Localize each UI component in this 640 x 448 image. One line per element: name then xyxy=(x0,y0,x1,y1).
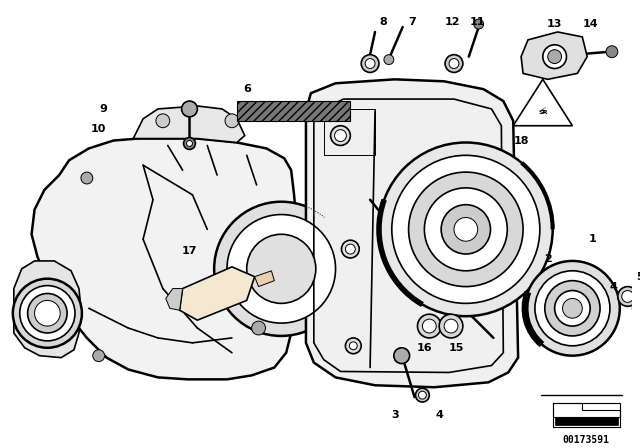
Circle shape xyxy=(252,321,266,335)
Circle shape xyxy=(227,215,335,323)
Text: 4: 4 xyxy=(610,282,618,292)
Text: SR: SR xyxy=(538,110,548,116)
Circle shape xyxy=(474,19,484,29)
Text: 00173591: 00173591 xyxy=(563,435,610,444)
Circle shape xyxy=(247,234,316,303)
Circle shape xyxy=(535,271,610,346)
Text: 14: 14 xyxy=(582,19,598,29)
Circle shape xyxy=(81,172,93,184)
Circle shape xyxy=(563,298,582,318)
Polygon shape xyxy=(521,32,588,79)
Circle shape xyxy=(422,319,436,333)
Circle shape xyxy=(548,50,561,64)
Circle shape xyxy=(444,319,458,333)
Bar xyxy=(237,101,350,121)
Polygon shape xyxy=(553,403,620,427)
Text: 8: 8 xyxy=(379,17,387,27)
Circle shape xyxy=(632,302,640,315)
Circle shape xyxy=(408,172,523,287)
Text: 6: 6 xyxy=(243,84,251,94)
Circle shape xyxy=(346,244,355,254)
Polygon shape xyxy=(31,138,311,379)
Text: 3: 3 xyxy=(391,410,399,420)
Circle shape xyxy=(13,279,82,348)
Circle shape xyxy=(346,338,361,354)
Circle shape xyxy=(186,141,193,146)
Polygon shape xyxy=(14,261,81,358)
Text: 5: 5 xyxy=(636,272,640,282)
Text: 1: 1 xyxy=(588,234,596,244)
Circle shape xyxy=(156,114,170,128)
Circle shape xyxy=(182,101,197,117)
Circle shape xyxy=(555,291,590,326)
Circle shape xyxy=(545,280,600,336)
Circle shape xyxy=(20,286,75,341)
Polygon shape xyxy=(306,79,518,387)
Polygon shape xyxy=(166,289,182,310)
Circle shape xyxy=(439,314,463,338)
Circle shape xyxy=(93,350,104,362)
Polygon shape xyxy=(555,417,618,425)
Text: 12: 12 xyxy=(444,17,460,27)
Text: 4: 4 xyxy=(435,410,443,420)
Text: 13: 13 xyxy=(547,19,563,29)
Circle shape xyxy=(361,55,379,73)
Circle shape xyxy=(214,202,348,336)
Text: 7: 7 xyxy=(409,17,417,27)
Polygon shape xyxy=(513,79,572,126)
Circle shape xyxy=(621,291,634,302)
Circle shape xyxy=(445,55,463,73)
Circle shape xyxy=(606,46,618,58)
Circle shape xyxy=(415,388,429,402)
Circle shape xyxy=(441,205,490,254)
Circle shape xyxy=(225,114,239,128)
Circle shape xyxy=(449,59,459,69)
Text: ⚡: ⚡ xyxy=(540,106,547,116)
Circle shape xyxy=(636,304,640,312)
Text: 11: 11 xyxy=(470,17,485,27)
Circle shape xyxy=(335,129,346,142)
Circle shape xyxy=(417,314,441,338)
Circle shape xyxy=(384,55,394,65)
Circle shape xyxy=(331,126,350,146)
Circle shape xyxy=(349,342,357,350)
Text: 18: 18 xyxy=(513,136,529,146)
Circle shape xyxy=(365,59,375,69)
Circle shape xyxy=(342,240,359,258)
Circle shape xyxy=(35,301,60,326)
Text: 2: 2 xyxy=(544,254,552,264)
Circle shape xyxy=(419,391,426,399)
Polygon shape xyxy=(133,106,244,142)
Text: 10: 10 xyxy=(91,124,106,134)
Circle shape xyxy=(543,45,566,69)
Text: 17: 17 xyxy=(182,246,197,256)
Circle shape xyxy=(454,217,477,241)
Polygon shape xyxy=(255,271,275,287)
Circle shape xyxy=(394,348,410,364)
Circle shape xyxy=(618,287,637,306)
Polygon shape xyxy=(180,267,255,320)
Text: 15: 15 xyxy=(448,343,463,353)
Circle shape xyxy=(184,138,195,149)
Circle shape xyxy=(424,188,508,271)
Circle shape xyxy=(392,155,540,303)
Circle shape xyxy=(28,293,67,333)
Circle shape xyxy=(379,142,553,316)
Text: 16: 16 xyxy=(417,343,432,353)
Text: 9: 9 xyxy=(100,104,108,114)
Circle shape xyxy=(525,261,620,356)
